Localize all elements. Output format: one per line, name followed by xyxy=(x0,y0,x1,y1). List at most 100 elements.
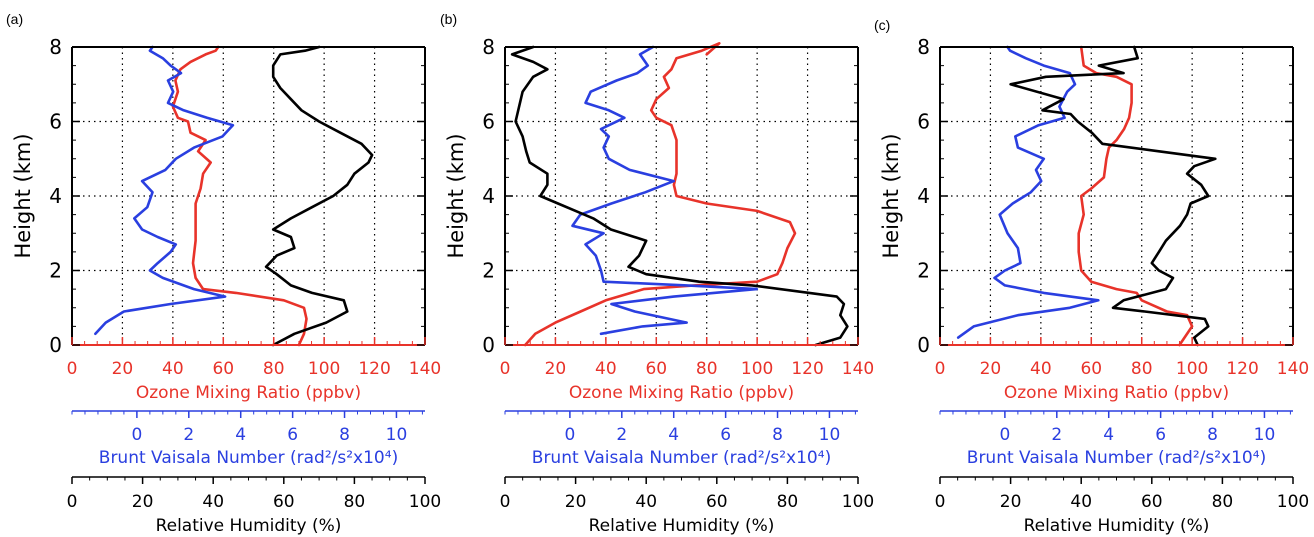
y-tick-label: 2 xyxy=(49,259,62,283)
y-tick-label: 0 xyxy=(482,333,495,357)
rh-tick-label: 20 xyxy=(1000,492,1022,512)
ozone-tick-label: 100 xyxy=(308,359,340,379)
ozone-tick-label: 120 xyxy=(1226,359,1258,379)
rh-axis-label: Relative Humidity (%) xyxy=(156,516,342,536)
brunt-tick-label: 0 xyxy=(564,425,575,445)
y-tick-label: 2 xyxy=(482,259,495,283)
y-tick-label: 8 xyxy=(49,35,62,59)
y-axis-label: Height (km) xyxy=(444,133,468,258)
brunt-tick-label: 2 xyxy=(183,425,194,445)
brunt-axis-label: Brunt Vaisala Number (rad²/s²x10⁴) xyxy=(532,448,831,468)
ozone-tick-label: 140 xyxy=(842,359,874,379)
rh-tick-label: 100 xyxy=(409,492,441,512)
ozone-tick-label: 120 xyxy=(358,359,390,379)
series-line-brunt xyxy=(571,45,759,336)
rh-tick-label: 80 xyxy=(344,492,366,512)
ozone-tick-label: 0 xyxy=(935,359,946,379)
rh-axis-label: Relative Humidity (%) xyxy=(589,516,775,536)
rh-tick-label: 0 xyxy=(935,492,946,512)
y-tick-label: 2 xyxy=(917,259,930,283)
rh-tick-label: 40 xyxy=(1070,492,1092,512)
y-tick-label: 0 xyxy=(49,333,62,357)
brunt-tick-label: 6 xyxy=(720,425,731,445)
y-tick-label: 4 xyxy=(917,184,930,208)
ozone-tick-label: 60 xyxy=(212,359,234,379)
rh-tick-label: 60 xyxy=(706,492,728,512)
ozone-axis-label: Ozone Mixing Ratio (ppbv) xyxy=(1004,383,1229,403)
brunt-tick-label: 4 xyxy=(1103,425,1114,445)
rh-tick-label: 40 xyxy=(202,492,224,512)
series-line-ozone xyxy=(1077,45,1194,347)
y-axis-label: Height (km) xyxy=(879,133,903,258)
ozone-axis-label: Ozone Mixing Ratio (ppbv) xyxy=(136,383,361,403)
rh-tick-label: 20 xyxy=(565,492,587,512)
ozone-tick-label: 100 xyxy=(741,359,773,379)
rh-tick-label: 60 xyxy=(273,492,295,512)
series-line-brunt xyxy=(94,45,235,336)
ozone-tick-label: 80 xyxy=(263,359,285,379)
ozone-axis-label: Ozone Mixing Ratio (ppbv) xyxy=(569,383,794,403)
brunt-tick-label: 0 xyxy=(999,425,1010,445)
y-tick-label: 4 xyxy=(49,184,62,208)
ozone-tick-label: 20 xyxy=(980,359,1002,379)
y-tick-label: 0 xyxy=(917,333,930,357)
ozone-tick-label: 20 xyxy=(112,359,134,379)
brunt-tick-label: 10 xyxy=(1254,425,1276,445)
ozone-tick-label: 60 xyxy=(645,359,667,379)
series-line-rh xyxy=(1009,45,1217,347)
y-tick-label: 8 xyxy=(482,35,495,59)
y-tick-label: 6 xyxy=(482,110,495,134)
brunt-tick-label: 8 xyxy=(339,425,350,445)
ozone-tick-label: 140 xyxy=(409,359,441,379)
series-line-ozone xyxy=(523,41,797,347)
ozone-tick-label: 40 xyxy=(595,359,617,379)
rh-tick-label: 100 xyxy=(1277,492,1309,512)
brunt-tick-label: 0 xyxy=(131,425,142,445)
ozone-tick-label: 0 xyxy=(67,359,78,379)
rh-tick-label: 60 xyxy=(1141,492,1163,512)
ozone-tick-label: 100 xyxy=(1176,359,1208,379)
rh-tick-label: 80 xyxy=(777,492,799,512)
brunt-tick-label: 10 xyxy=(386,425,408,445)
series-line-brunt xyxy=(956,45,1100,339)
brunt-tick-label: 4 xyxy=(235,425,246,445)
rh-tick-label: 0 xyxy=(500,492,511,512)
ozone-tick-label: 80 xyxy=(1131,359,1153,379)
ozone-tick-label: 40 xyxy=(1030,359,1052,379)
panel-label: (c) xyxy=(874,17,890,33)
ozone-tick-label: 140 xyxy=(1277,359,1309,379)
ozone-tick-label: 0 xyxy=(500,359,511,379)
brunt-tick-label: 4 xyxy=(668,425,679,445)
y-tick-label: 8 xyxy=(917,35,930,59)
ozone-tick-label: 80 xyxy=(696,359,718,379)
brunt-tick-label: 6 xyxy=(287,425,298,445)
brunt-axis-label: Brunt Vaisala Number (rad²/s²x10⁴) xyxy=(99,448,398,468)
panel-label: (a) xyxy=(6,11,23,27)
y-tick-label: 4 xyxy=(482,184,495,208)
panel-label: (b) xyxy=(440,11,457,27)
series-line-rh xyxy=(264,45,374,347)
brunt-tick-label: 2 xyxy=(1051,425,1062,445)
rh-axis-label: Relative Humidity (%) xyxy=(1024,516,1210,536)
brunt-axis-label: Brunt Vaisala Number (rad²/s²x10⁴) xyxy=(967,448,1266,468)
ozone-tick-label: 120 xyxy=(791,359,823,379)
rh-tick-label: 80 xyxy=(1212,492,1234,512)
brunt-tick-label: 2 xyxy=(616,425,627,445)
y-tick-label: 6 xyxy=(917,110,930,134)
rh-tick-label: 40 xyxy=(635,492,657,512)
series-line-rh xyxy=(510,45,849,347)
rh-tick-label: 20 xyxy=(132,492,154,512)
rh-tick-label: 100 xyxy=(842,492,874,512)
ozone-tick-label: 60 xyxy=(1080,359,1102,379)
ozone-tick-label: 20 xyxy=(545,359,567,379)
brunt-tick-label: 8 xyxy=(1207,425,1218,445)
brunt-tick-label: 8 xyxy=(772,425,783,445)
y-axis-label: Height (km) xyxy=(11,133,35,258)
brunt-tick-label: 10 xyxy=(819,425,841,445)
ozone-tick-label: 40 xyxy=(162,359,184,379)
y-tick-label: 6 xyxy=(49,110,62,134)
